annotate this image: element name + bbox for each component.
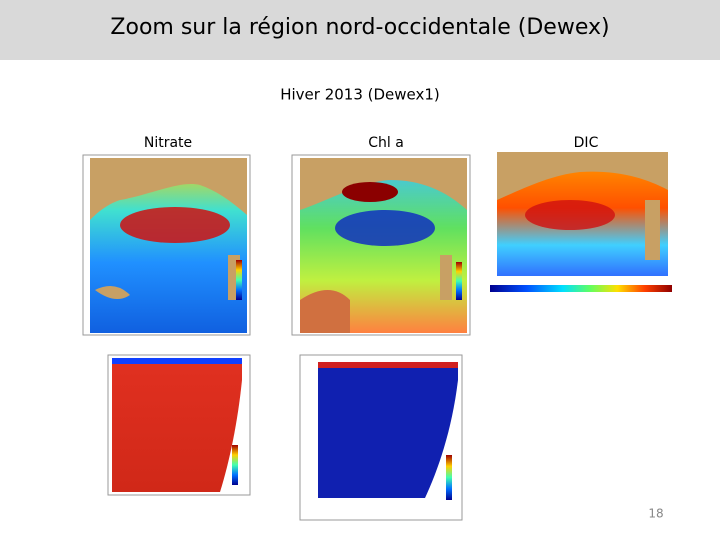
nitrate-map bbox=[82, 154, 251, 336]
dic-map bbox=[490, 152, 672, 292]
nitrate-section bbox=[107, 354, 251, 496]
panel-label: Nitrate bbox=[144, 135, 192, 151]
chl-section bbox=[299, 354, 463, 521]
title: Zoom sur la région nord-occidentale (Dew… bbox=[110, 15, 609, 40]
dic-colorbar bbox=[490, 285, 672, 292]
page-number: 18 bbox=[648, 507, 663, 521]
subtitle: Hiver 2013 (Dewex1) bbox=[280, 86, 440, 104]
header-band bbox=[0, 0, 720, 60]
panel-label: DIC bbox=[574, 135, 599, 151]
chl-map bbox=[291, 154, 471, 336]
panel-label: Chl a bbox=[368, 135, 404, 151]
